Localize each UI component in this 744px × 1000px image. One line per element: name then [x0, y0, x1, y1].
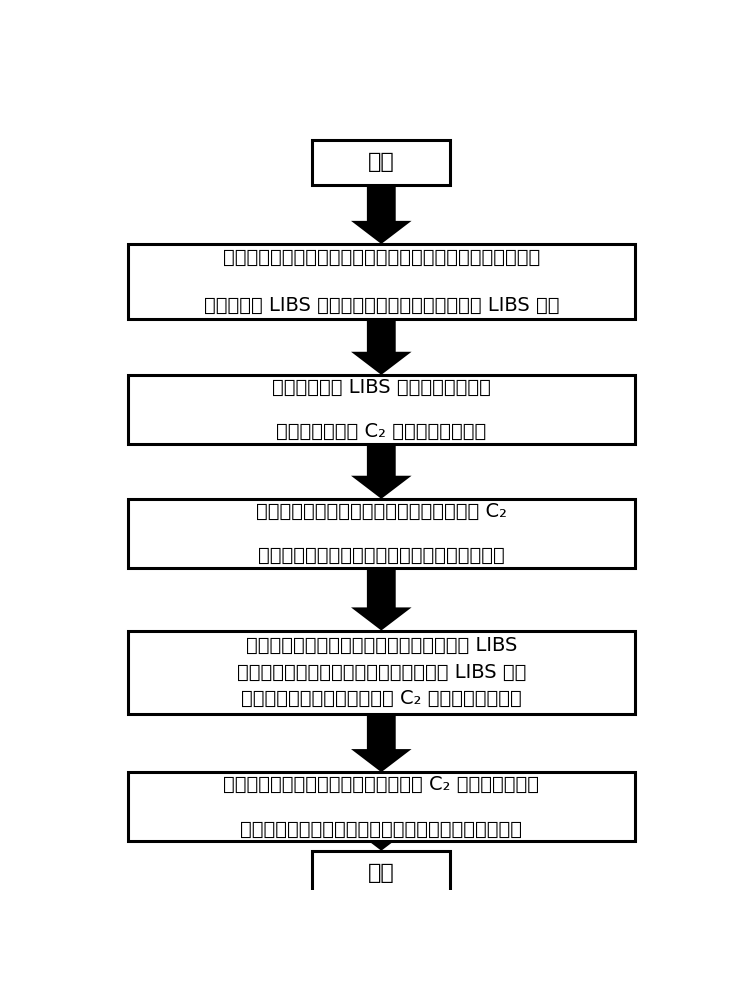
FancyBboxPatch shape: [128, 375, 635, 444]
FancyBboxPatch shape: [128, 631, 635, 714]
Polygon shape: [351, 185, 411, 244]
Text: 从定标样品的 LIBS 光谱中计算出碳原: 从定标样品的 LIBS 光谱中计算出碳原: [272, 378, 491, 397]
Text: 以碳含量为因变量，以碳原子谱线的强度和 C₂: 以碳含量为因变量，以碳原子谱线的强度和 C₂: [256, 502, 507, 521]
FancyBboxPatch shape: [128, 499, 635, 568]
Text: 选定一组碳含量已知的钢铁样品作为定标样品，对于每个定标: 选定一组碳含量已知的钢铁样品作为定标样品，对于每个定标: [222, 248, 540, 267]
Text: 中计算出碳原子谱线的强度和 C₂ 分子谱线带的强度: 中计算出碳原子谱线的强度和 C₂ 分子谱线带的强度: [241, 689, 522, 708]
Text: 开始: 开始: [368, 152, 394, 172]
Text: 分子谱线带的强度为自变量，拟合得到定标模型: 分子谱线带的强度为自变量，拟合得到定标模型: [258, 546, 504, 565]
Text: 把待测钢铁样品的碳原子谱线的强度和 C₂ 分子谱线带的强: 把待测钢铁样品的碳原子谱线的强度和 C₂ 分子谱线带的强: [223, 775, 539, 794]
Text: 度带入定标模型中，得到待测钢铁样品中碳元素的含量: 度带入定标模型中，得到待测钢铁样品中碳元素的含量: [240, 820, 522, 839]
Polygon shape: [351, 714, 411, 772]
Text: 样品，利用 LIBS 系统在样品表面进行检测，得到 LIBS 光谱: 样品，利用 LIBS 系统在样品表面进行检测，得到 LIBS 光谱: [204, 296, 559, 315]
Polygon shape: [351, 828, 411, 851]
Text: 结束: 结束: [368, 863, 394, 883]
Polygon shape: [351, 444, 411, 499]
FancyBboxPatch shape: [312, 851, 451, 895]
Polygon shape: [351, 568, 411, 631]
Text: 系统得到其光谱，然后从待测钢铁样品的 LIBS 光谱: 系统得到其光谱，然后从待测钢铁样品的 LIBS 光谱: [237, 663, 526, 682]
FancyBboxPatch shape: [128, 244, 635, 319]
Text: 子谱线的强度和 C₂ 分子谱线带的强度: 子谱线的强度和 C₂ 分子谱线带的强度: [276, 422, 487, 441]
Polygon shape: [351, 319, 411, 375]
FancyBboxPatch shape: [312, 140, 451, 185]
Text: 对于碳元素含量未知的待测钢铁样品，先用 LIBS: 对于碳元素含量未知的待测钢铁样品，先用 LIBS: [246, 636, 517, 655]
FancyBboxPatch shape: [128, 772, 635, 841]
